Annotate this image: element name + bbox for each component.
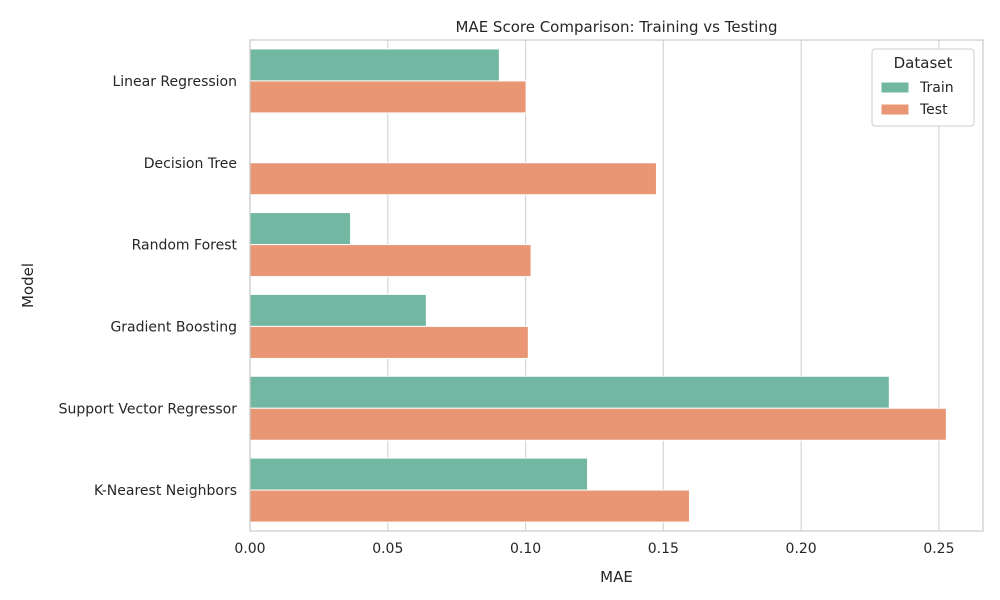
bar-test [249,162,657,196]
y-tick-label: Gradient Boosting [110,319,237,335]
legend-label-train: Train [919,80,954,96]
x-tick-label: 0.20 [786,541,817,557]
chart-title: MAE Score Comparison: Training vs Testin… [455,18,777,36]
x-tick-labels: 0.00 0.05 0.10 0.15 0.20 0.25 [234,541,954,557]
y-tick-label: Support Vector Regressor [59,401,238,417]
bars [249,48,947,523]
bar-test [249,244,532,278]
bar-train [249,375,890,409]
y-tick-label: Decision Tree [144,156,237,172]
x-tick-label: 0.05 [372,541,403,557]
legend: Dataset Train Test [871,48,975,127]
y-tick-label: Linear Regression [112,74,237,90]
x-tick-label: 0.10 [510,541,541,557]
bar-test [249,80,527,114]
x-tick-label: 0.00 [234,541,265,557]
bar-test [249,489,691,523]
bar-train [249,212,352,246]
x-axis-label: MAE [600,568,633,586]
y-tick-labels: Linear Regression Decision Tree Random For… [59,74,238,499]
legend-swatch-test [880,103,910,116]
x-tick-label: 0.25 [923,541,954,557]
grid-lines [249,40,940,531]
bar-train [249,48,500,82]
legend-swatch-train [880,81,910,94]
bar-test [249,407,947,441]
y-tick-label: K-Nearest Neighbors [94,483,237,499]
bar-test [249,325,529,359]
bar-train [249,293,427,327]
legend-title: Dataset [894,54,953,72]
plot-frame [249,39,984,532]
legend-label-test: Test [919,102,948,118]
y-axis-label: Model [19,263,37,308]
x-tick-label: 0.15 [648,541,679,557]
bar-train [249,457,589,491]
legend-items: Train Test [880,80,954,118]
y-tick-label: Random Forest [132,238,238,254]
